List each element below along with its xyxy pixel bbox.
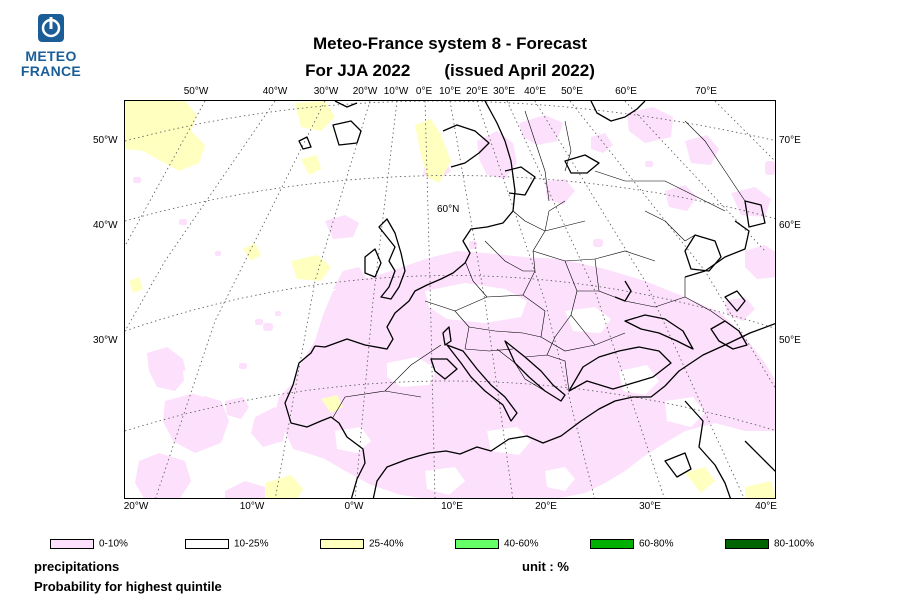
legend-swatch: [50, 538, 94, 549]
probability-map: 60°N: [124, 100, 776, 499]
legend-item: 25-40%: [320, 535, 404, 550]
top-longitude-label: 0°E: [415, 86, 433, 97]
bottom-longitude-label: 0°W: [344, 501, 364, 512]
coastlines: [284, 101, 775, 498]
logo-text-meteo: METEO: [25, 48, 77, 64]
probability-10-25-gaps: [183, 283, 705, 495]
right-edge-label: 50°E: [779, 335, 801, 346]
top-longitude-label: 60°E: [615, 86, 637, 97]
title-line-2: For JJA 2022 (issued April 2022): [200, 57, 700, 84]
top-longitude-label: 50°E: [561, 86, 583, 97]
bottom-longitude-label: 10°E: [441, 501, 463, 512]
title-line-1: Meteo-France system 8 - Forecast: [313, 34, 587, 53]
legend-swatch: [320, 538, 364, 549]
left-edge-label: 40°W: [93, 220, 118, 231]
country-borders: [324, 200, 726, 432]
probability-25-40-areas: [125, 101, 775, 498]
left-edge-label: 30°W: [93, 335, 118, 346]
legend-label: 10-25%: [234, 538, 269, 550]
legend-label: 0-10%: [99, 538, 128, 550]
latitude-60n-label: 60°N: [437, 204, 459, 215]
variable-name: precipitations: [34, 559, 120, 574]
legend-label: 60-80%: [639, 538, 674, 550]
legend-item: 40-60%: [455, 535, 539, 550]
legend-swatch: [455, 538, 499, 549]
northern-borders: [524, 110, 746, 222]
right-edge-label: 70°E: [779, 135, 801, 146]
top-longitude-label: 40°E: [524, 86, 546, 97]
legend-item: 60-80%: [590, 535, 674, 550]
top-longitude-label: 30°W: [313, 86, 339, 97]
legend-item: 10-25%: [185, 535, 269, 550]
right-edge-label: 60°E: [779, 220, 801, 231]
meteo-france-emblem-icon: [38, 14, 64, 42]
bottom-longitude-label: 10°W: [239, 501, 265, 512]
top-longitude-label: 50°W: [183, 86, 209, 97]
bottom-longitude-label: 20°W: [123, 501, 149, 512]
top-longitude-label: 70°E: [695, 86, 717, 97]
top-longitude-label: 10°W: [383, 86, 409, 97]
bottom-longitude-label: 30°E: [639, 501, 661, 512]
title-season: For JJA 2022: [305, 61, 411, 80]
map-canvas: 60°N: [125, 101, 775, 498]
top-longitude-label: 40°W: [262, 86, 288, 97]
bottom-longitude-label: 20°E: [535, 501, 557, 512]
title-issued: (issued April 2022): [444, 61, 595, 80]
probability-0-10-areas: [133, 107, 775, 498]
unit-label: unit : %: [522, 559, 569, 574]
legend-label: 80-100%: [774, 538, 815, 550]
top-longitude-label: 10°E: [439, 86, 461, 97]
meteo-france-logo: METEO FRANCE: [16, 14, 86, 79]
logo-text-france: FRANCE: [20, 63, 82, 79]
top-longitude-label: 30°E: [493, 86, 515, 97]
legend-label: 25-40%: [369, 538, 404, 550]
legend-swatch: [725, 538, 769, 549]
legend-item: 80-100%: [725, 535, 815, 550]
bottom-longitude-label: 40°E: [755, 501, 777, 512]
legend-swatch: [590, 538, 634, 549]
top-longitude-label: 20°E: [466, 86, 488, 97]
legend-swatch: [185, 538, 229, 549]
left-edge-label: 50°W: [93, 135, 118, 146]
top-longitude-label: 20°W: [352, 86, 378, 97]
legend-label: 40-60%: [504, 538, 539, 550]
map-title: Meteo-France system 8 - Forecast For JJA…: [200, 30, 700, 84]
probability-description: Probability for highest quintile: [34, 579, 222, 594]
legend-item: 0-10%: [50, 535, 128, 550]
